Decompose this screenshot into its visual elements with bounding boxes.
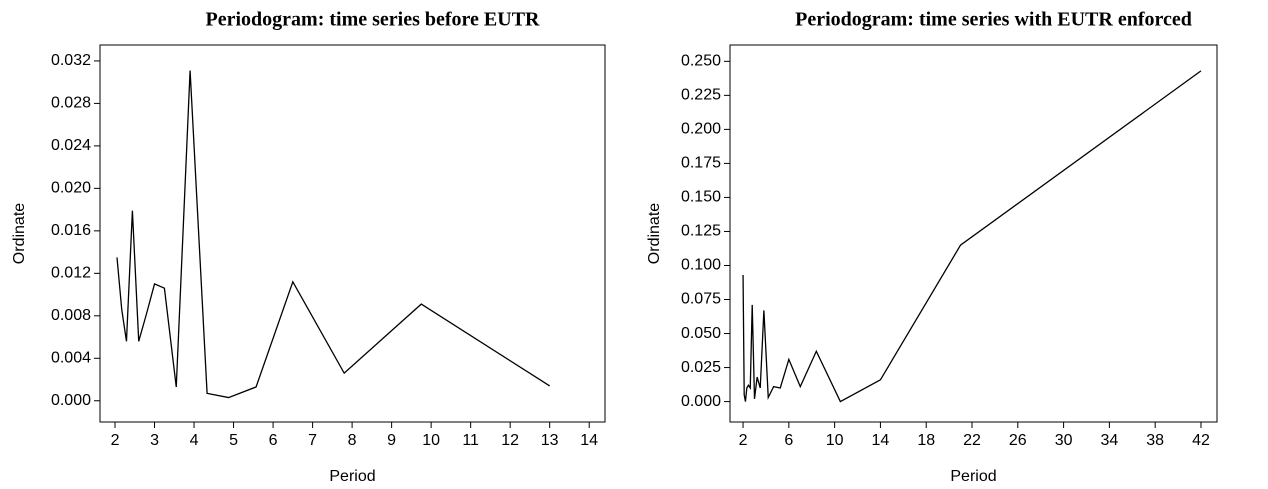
x-tick-label: 13 xyxy=(541,432,559,449)
x-tick-label: 12 xyxy=(501,432,519,449)
y-tick-label: 0.000 xyxy=(51,392,91,409)
y-tick-label: 0.050 xyxy=(681,325,721,342)
x-tick-label: 4 xyxy=(190,432,199,449)
x-tick-label: 30 xyxy=(1055,432,1073,449)
x-axis-label: Period xyxy=(950,468,996,485)
y-tick-label: 0.200 xyxy=(681,121,721,138)
x-axis-label: Period xyxy=(329,468,375,485)
x-tick-label: 2 xyxy=(739,432,748,449)
x-tick-label: 34 xyxy=(1100,432,1118,449)
x-tick-label: 6 xyxy=(269,432,278,449)
x-tick-label: 5 xyxy=(229,432,238,449)
data-line xyxy=(742,70,1202,403)
x-tick-label: 8 xyxy=(348,432,357,449)
y-tick-label: 0.225 xyxy=(681,87,721,104)
x-tick-label: 42 xyxy=(1192,432,1210,449)
x-tick-label: 11 xyxy=(462,432,479,449)
x-tick-label: 10 xyxy=(422,432,440,449)
x-tick-label: 2 xyxy=(111,432,120,449)
y-tick-label: 0.250 xyxy=(681,53,721,70)
y-axis-label: Ordinate xyxy=(11,203,28,264)
data-line xyxy=(116,70,551,399)
x-tick-label: 10 xyxy=(826,432,844,449)
y-tick-label: 0.075 xyxy=(681,291,721,308)
plot-frame xyxy=(729,44,1218,423)
y-tick-label: 0.016 xyxy=(51,222,91,239)
y-axis-label: Ordinate xyxy=(646,203,663,264)
y-tick-label: 0.024 xyxy=(51,137,91,154)
x-tick-label: 6 xyxy=(784,432,793,449)
x-tick-label: 9 xyxy=(387,432,396,449)
x-tick-label: 38 xyxy=(1146,432,1164,449)
chart-title: Periodogram: time series with EUTR enfor… xyxy=(795,9,1192,31)
x-tick-label: 3 xyxy=(150,432,159,449)
x-tick-label: 26 xyxy=(1009,432,1027,449)
y-tick-label: 0.028 xyxy=(51,95,91,112)
y-tick-label: 0.175 xyxy=(681,155,721,172)
x-tick-label: 18 xyxy=(917,432,935,449)
y-tick-label: 0.020 xyxy=(51,180,91,197)
chart-title: Periodogram: time series before EUTR xyxy=(206,9,541,31)
y-tick-label: 0.012 xyxy=(51,265,91,282)
x-tick-label: 14 xyxy=(872,432,890,449)
y-tick-label: 0.000 xyxy=(681,393,721,410)
y-tick-label: 0.004 xyxy=(51,350,91,367)
y-tick-label: 0.150 xyxy=(681,189,721,206)
y-tick-label: 0.100 xyxy=(681,257,721,274)
x-tick-label: 22 xyxy=(963,432,981,449)
x-tick-label: 14 xyxy=(580,432,598,449)
y-tick-label: 0.025 xyxy=(681,359,721,376)
y-tick-label: 0.008 xyxy=(51,307,91,324)
x-tick-label: 7 xyxy=(308,432,317,449)
y-tick-label: 0.125 xyxy=(681,223,721,240)
y-tick-label: 0.032 xyxy=(51,52,91,69)
